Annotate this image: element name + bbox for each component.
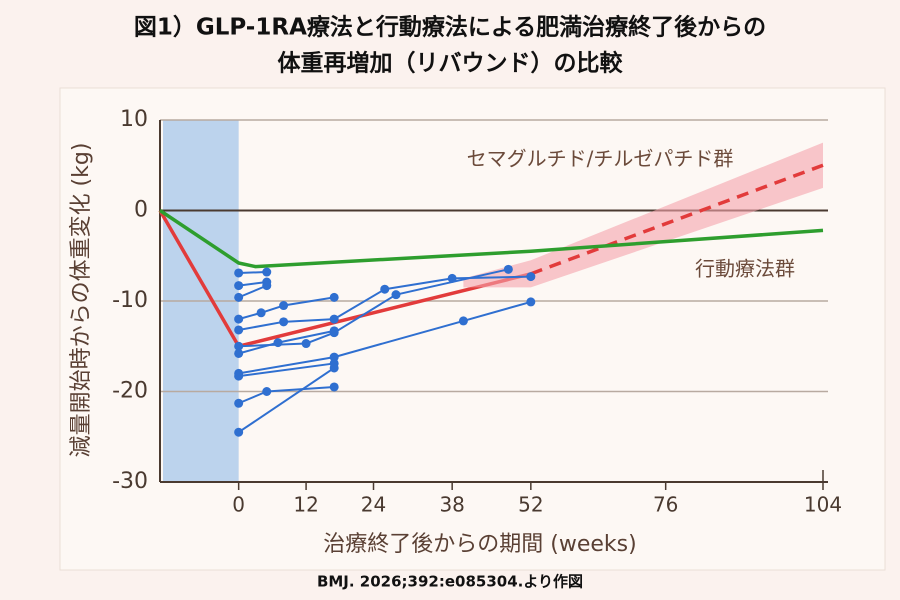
series-line xyxy=(238,281,267,287)
y-axis-label: 減量開始時からの体重変化 (kg) xyxy=(69,143,94,458)
y-tick-label: 10 xyxy=(120,107,148,132)
data-point xyxy=(234,348,244,358)
x-tick-label: 104 xyxy=(804,493,842,517)
data-point xyxy=(234,427,244,437)
y-tick-label: -10 xyxy=(112,288,148,313)
series-line xyxy=(530,163,824,276)
data-point xyxy=(329,326,339,336)
data-point xyxy=(234,314,244,324)
data-point xyxy=(234,371,244,381)
series-label: 行動療法群 xyxy=(695,257,795,281)
data-point xyxy=(329,292,339,302)
x-tick-label: 38 xyxy=(439,493,464,517)
data-point xyxy=(329,314,339,324)
series-line xyxy=(238,284,268,299)
confidence-band xyxy=(463,142,823,288)
data-point xyxy=(329,352,339,362)
data-point xyxy=(391,290,401,300)
data-point xyxy=(458,316,468,326)
y-tick-label: -20 xyxy=(112,379,148,404)
data-point xyxy=(262,281,272,291)
data-point xyxy=(262,267,272,277)
data-point xyxy=(279,317,289,327)
series-line xyxy=(159,209,824,269)
x-tick-label: 52 xyxy=(518,493,543,517)
series-line xyxy=(238,362,335,378)
series-line xyxy=(238,271,267,274)
data-point xyxy=(279,301,289,311)
data-point xyxy=(380,284,390,294)
series-line xyxy=(238,300,532,375)
x-tick-label: 0 xyxy=(232,493,245,517)
chart-title: 図1）GLP-1RA療法と行動療法による肥満治療終了後からの xyxy=(134,14,766,41)
data-point xyxy=(256,308,266,318)
x-tick-label: 24 xyxy=(361,493,386,517)
data-point xyxy=(234,268,244,278)
y-tick-label: 0 xyxy=(134,198,148,223)
data-point xyxy=(301,339,311,349)
source-note: BMJ. 2026;392:e085304.より作図 xyxy=(317,573,583,591)
x-axis-label: 治療終了後からの期間 (weeks) xyxy=(323,532,636,557)
series-line xyxy=(238,367,335,434)
data-point xyxy=(329,382,339,392)
series-label: セマグルチド/チルゼパチド群 xyxy=(467,147,734,171)
data-point xyxy=(234,398,244,408)
data-point xyxy=(234,325,244,335)
data-point xyxy=(526,297,536,307)
data-point xyxy=(234,341,244,351)
chart-title: 体重再増加（リバウンド）の比較 xyxy=(278,50,624,77)
data-point xyxy=(273,338,283,348)
y-tick-label: -30 xyxy=(112,469,148,494)
x-tick-label: 76 xyxy=(653,493,678,517)
data-point xyxy=(234,292,244,302)
series-line xyxy=(238,296,335,321)
data-point xyxy=(526,272,536,282)
data-point xyxy=(329,363,339,373)
data-point xyxy=(234,281,244,291)
data-point xyxy=(262,387,272,396)
x-tick-label: 12 xyxy=(293,493,318,517)
data-point xyxy=(503,264,513,274)
